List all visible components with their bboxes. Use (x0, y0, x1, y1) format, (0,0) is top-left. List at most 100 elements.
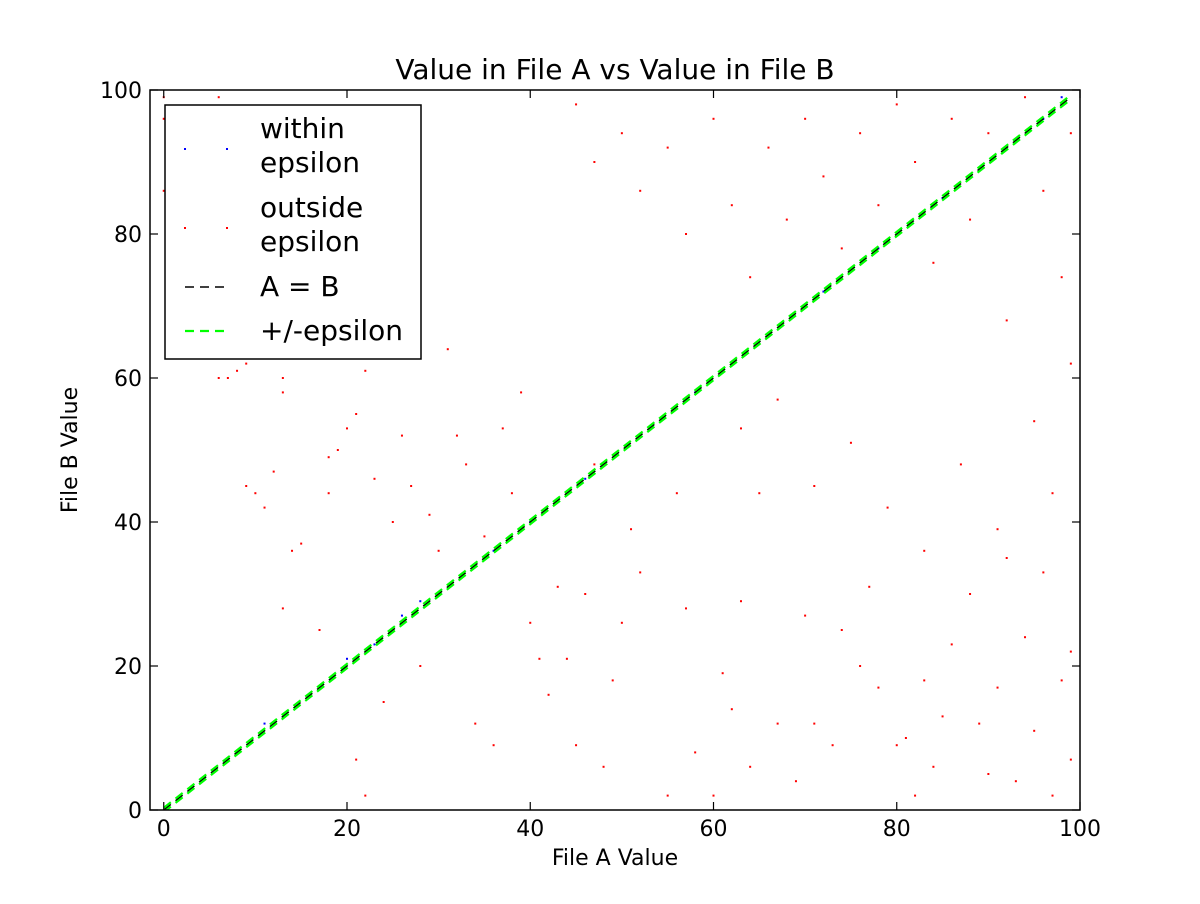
legend-label: +/-epsilon (260, 314, 403, 347)
outside-epsilon-point-123 (739, 427, 742, 430)
outside-epsilon-point-7 (245, 485, 248, 487)
outside-epsilon-point-41 (501, 427, 504, 430)
outside-epsilon-point-34 (437, 549, 440, 552)
x-tick-label-0: 0 (157, 817, 171, 842)
legend-marker-left (184, 227, 186, 229)
outside-epsilon-point-39 (483, 535, 486, 538)
outside-epsilon-point-49 (575, 744, 578, 747)
x-tick-label-60: 60 (700, 817, 728, 842)
outside-epsilon-point-47 (556, 585, 559, 588)
outside-epsilon-point-92 (1051, 794, 1054, 797)
outside-epsilon-point-124 (776, 398, 779, 401)
outside-epsilon-point-109 (840, 247, 843, 250)
outside-epsilon-point-118 (1005, 319, 1008, 322)
y-tick-label-60: 60 (114, 367, 142, 392)
outside-epsilon-point-79 (923, 679, 926, 682)
y-axis-label: File B Value (58, 387, 83, 513)
outside-epsilon-point-81 (941, 715, 944, 718)
outside-epsilon-point-106 (785, 218, 788, 221)
outside-epsilon-point-53 (611, 679, 614, 682)
outside-epsilon-point-125 (813, 485, 816, 487)
outside-epsilon-point-126 (849, 441, 852, 444)
outside-epsilon-point-13 (281, 391, 284, 394)
outside-epsilon-point-91 (1042, 571, 1045, 574)
outside-epsilon-point-17 (281, 607, 284, 610)
outside-epsilon-point-51 (593, 463, 596, 466)
outside-epsilon-point-133 (1069, 362, 1072, 365)
outside-epsilon-point-90 (1033, 729, 1036, 732)
outside-epsilon-point-85 (987, 773, 990, 775)
outside-epsilon-point-36 (455, 434, 458, 437)
within-epsilon-point-7 (492, 549, 495, 552)
outside-epsilon-point-56 (639, 571, 642, 574)
outside-epsilon-point-98 (620, 132, 623, 135)
outside-epsilon-point-82 (950, 643, 953, 646)
outside-epsilon-point-103 (730, 204, 733, 207)
outside-epsilon-point-6 (226, 377, 229, 379)
outside-epsilon-point-25 (355, 758, 358, 761)
outside-epsilon-point-94 (1069, 758, 1072, 761)
outside-epsilon-point-23 (355, 413, 358, 415)
outside-epsilon-point-71 (831, 744, 834, 747)
outside-epsilon-point-26 (364, 794, 367, 797)
outside-epsilon-point-43 (520, 391, 523, 394)
within-epsilon-point-4 (373, 643, 376, 646)
outside-epsilon-point-59 (685, 607, 688, 610)
outside-epsilon-point-121 (1060, 276, 1063, 279)
outside-epsilon-point-63 (730, 708, 733, 711)
outside-epsilon-point-48 (565, 657, 568, 660)
legend-label: within epsilon (260, 112, 360, 179)
x-tick-label-80: 80 (883, 817, 911, 842)
outside-epsilon-point-52 (602, 765, 605, 768)
outside-epsilon-point-14 (281, 377, 284, 379)
outside-epsilon-point-8 (254, 492, 257, 495)
outside-epsilon-point-18 (318, 629, 321, 631)
x-axis-label: File A Value (552, 846, 678, 871)
outside-epsilon-point-104 (749, 276, 752, 279)
within-epsilon-point-5 (400, 614, 403, 617)
outside-epsilon-point-20 (327, 456, 330, 459)
outside-epsilon-point-66 (758, 492, 761, 495)
outside-epsilon-point-5 (217, 377, 220, 379)
outside-epsilon-point-93 (1060, 679, 1063, 682)
outside-epsilon-point-105 (767, 146, 770, 149)
outside-epsilon-point-37 (465, 463, 468, 466)
legend-label-line: within (260, 112, 345, 145)
outside-epsilon-point-57 (666, 794, 669, 797)
epsilon-lower-line (164, 98, 1072, 810)
outside-epsilon-point-32 (419, 665, 422, 667)
chart-title: Value in File A vs Value in File B (395, 53, 834, 86)
outside-epsilon-point-21 (336, 449, 339, 451)
outside-epsilon-point-88 (1014, 780, 1017, 783)
outside-epsilon-point-101 (685, 233, 688, 235)
outside-epsilon-point-116 (969, 218, 972, 221)
outside-epsilon-point-89 (1024, 636, 1027, 639)
within-epsilon-point-6 (419, 600, 422, 603)
outside-epsilon-point-64 (739, 600, 742, 603)
legend-label: A = B (260, 270, 340, 303)
outside-epsilon-point-114 (932, 261, 935, 264)
outside-epsilon-point-127 (886, 506, 889, 509)
outside-epsilon-point-46 (547, 693, 550, 696)
x-tick-label-40: 40 (516, 817, 544, 842)
outside-epsilon-point-54 (620, 621, 623, 624)
outside-epsilon-point-128 (923, 549, 926, 552)
outside-epsilon-point-122 (1069, 132, 1072, 135)
outside-epsilon-point-9 (263, 506, 266, 509)
outside-epsilon-point-99 (639, 189, 642, 192)
legend-entry-a-equals-b: A = B (185, 270, 340, 303)
outside-epsilon-point-76 (895, 744, 898, 747)
outside-epsilon-point-75 (877, 686, 880, 689)
within-epsilon-point-1 (263, 722, 266, 725)
outside-epsilon-point-102 (712, 117, 715, 120)
outside-epsilon-point-73 (859, 665, 862, 667)
legend-marker-right (226, 227, 228, 229)
outside-epsilon-point-95 (1069, 650, 1072, 653)
y-tick-label-0: 0 (128, 799, 142, 824)
outside-epsilon-point-42 (510, 492, 513, 495)
legend-entry-within-epsilon: within epsilon (184, 112, 360, 179)
outside-epsilon-point-68 (794, 780, 797, 783)
outside-epsilon-point-96 (575, 103, 578, 106)
legend-entry-epsilon: +/-epsilon (185, 314, 403, 347)
